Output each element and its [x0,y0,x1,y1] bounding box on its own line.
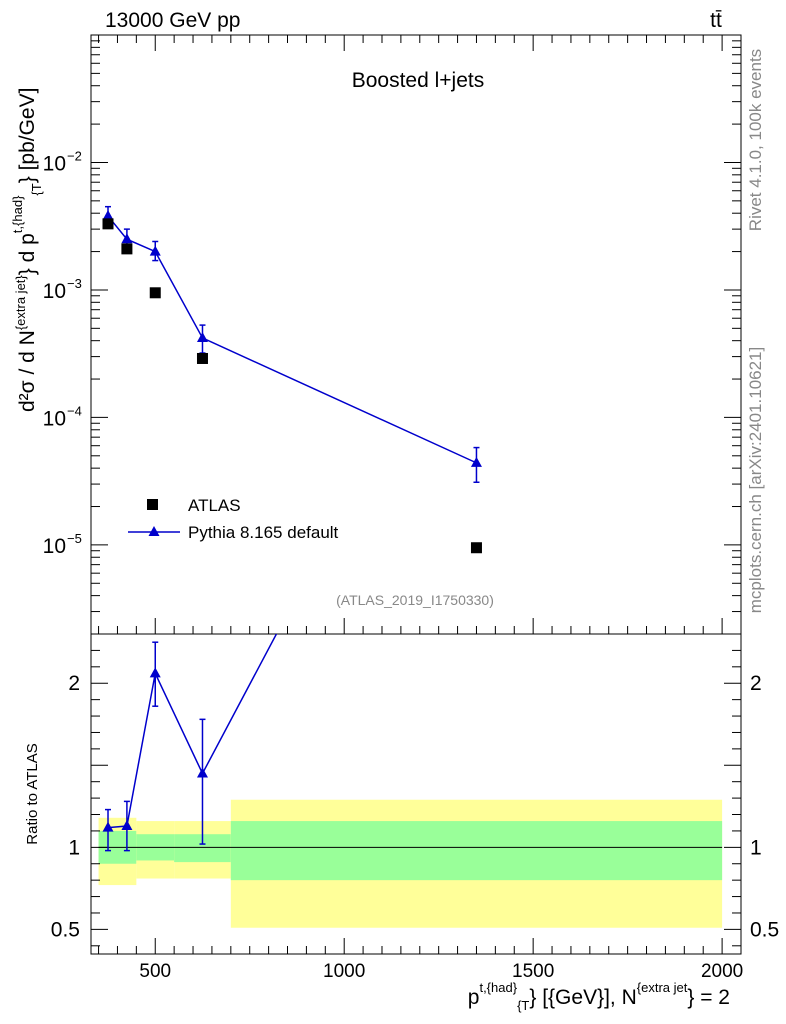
ratio-point [471,251,482,261]
xtick-label: 1500 [512,961,554,982]
atlas-point [121,243,133,255]
main-panel: 10−210−310−410−5 Boosted l+jets (ATLAS_2… [43,34,742,954]
main-ytick-label: 10 [43,280,66,303]
energy-label: 13000 GeV pp [105,9,240,32]
legend-atlas-label: ATLAS [188,496,241,515]
ratio-ytick-label-right: 1 [750,836,762,859]
main-ytick-exp: −4 [67,403,82,418]
chart-title: Boosted l+jets [352,69,485,92]
ratio-frame [90,633,742,955]
ylabel-T: {T [29,183,44,195]
xlabel-end: } = 2 [687,986,730,1009]
atlas-point [149,287,161,299]
xlabel-mid: } [{GeV}], N [529,986,636,1009]
main-ylabel: d²σ / d N{extra jet}} d pt,{had} {T} [pb/… [10,88,44,412]
svg-text:d²σ / d N{extra jet}} d pt,{ha: d²σ / d N{extra jet}} d pt,{had} {T} [pb/… [10,88,44,412]
mcplots-label: mcplots.cern.ch [arXiv:2401.10621] [746,347,765,613]
ratio-band-inner [230,821,723,881]
atlas-point [196,352,208,364]
ratio-markers [102,251,482,832]
ratio-ylabel: Ratio to ATLAS [24,743,41,844]
ratio-point [121,820,133,830]
main-ytick-label: 10 [43,152,66,175]
atlas-point [470,542,482,554]
ratio-tick-labels: 2 2 1 1 0.5 0.5 500 1000 1500 2000 [51,672,779,982]
ratio-bands [98,799,723,928]
mc-markers [102,210,482,467]
mc-point [102,210,114,221]
ylabel-d2sigma: d²σ / d N [16,330,39,412]
mc-line [107,215,477,464]
xlabel: pt,{had}{T} [{GeV}], N{extra jet} = 2 [468,980,730,1013]
ratio-ytick-label: 0.5 [51,918,80,941]
legend: ATLAS Pythia 8.165 default [128,496,339,542]
rivet-label: Rivet 4.1.0, 100k events [746,49,765,231]
xlabel-had: t,{had} [479,980,517,995]
main-ytick-exp: −5 [67,531,82,546]
xlabel-p: p [468,986,480,1009]
mc-point [149,245,161,256]
process-label: tt̄ [710,9,722,32]
ratio-ytick-label-right: 0.5 [750,918,779,941]
mc-point [121,233,133,244]
ylabel-had: t,{had} [10,195,25,233]
ylabel-dp: } d p [16,233,39,275]
xlabel-extra: {extra jet [637,980,688,995]
xtick-label: 500 [139,961,171,982]
main-ytick-labels: 10−210−310−410−5 [43,148,82,557]
legend-mc-label: Pythia 8.165 default [188,523,339,542]
main-ytick-exp: −2 [67,148,82,163]
legend-atlas-marker [147,499,158,510]
ratio-point [102,821,114,832]
main-ytick-label: 10 [43,535,66,558]
ratio-ytick-label: 1 [68,836,80,859]
mc-point [470,456,482,467]
analysis-id: (ATLAS_2019_I1750330) [336,592,494,608]
atlas-point [102,218,114,230]
ylabel-extra-jet: {extra jet} [13,275,28,331]
ratio-ytick-label-right: 2 [750,672,762,695]
main-ytick-exp: −3 [67,276,82,291]
ratio-point [149,667,161,678]
ratio-ytick-label: 2 [68,672,80,695]
xtick-label: 2000 [701,961,743,982]
ylabel-unit: } [pb/GeV] [16,88,39,184]
legend-mc-marker [148,526,160,536]
mc-point [196,331,208,342]
ratio-point [196,767,208,778]
data-markers [102,218,482,554]
ratio-line [107,634,278,829]
main-ticks [91,34,741,954]
mc-error-bars [105,205,480,484]
main-ytick-label: 10 [43,407,66,430]
ratio-ticks [91,649,741,947]
main-frame [90,34,742,635]
xlabel-T: {T [517,998,529,1013]
xtick-label: 1000 [323,961,365,982]
ratio-panel: 2 2 1 1 0.5 0.5 500 1000 1500 2000 [51,251,779,982]
